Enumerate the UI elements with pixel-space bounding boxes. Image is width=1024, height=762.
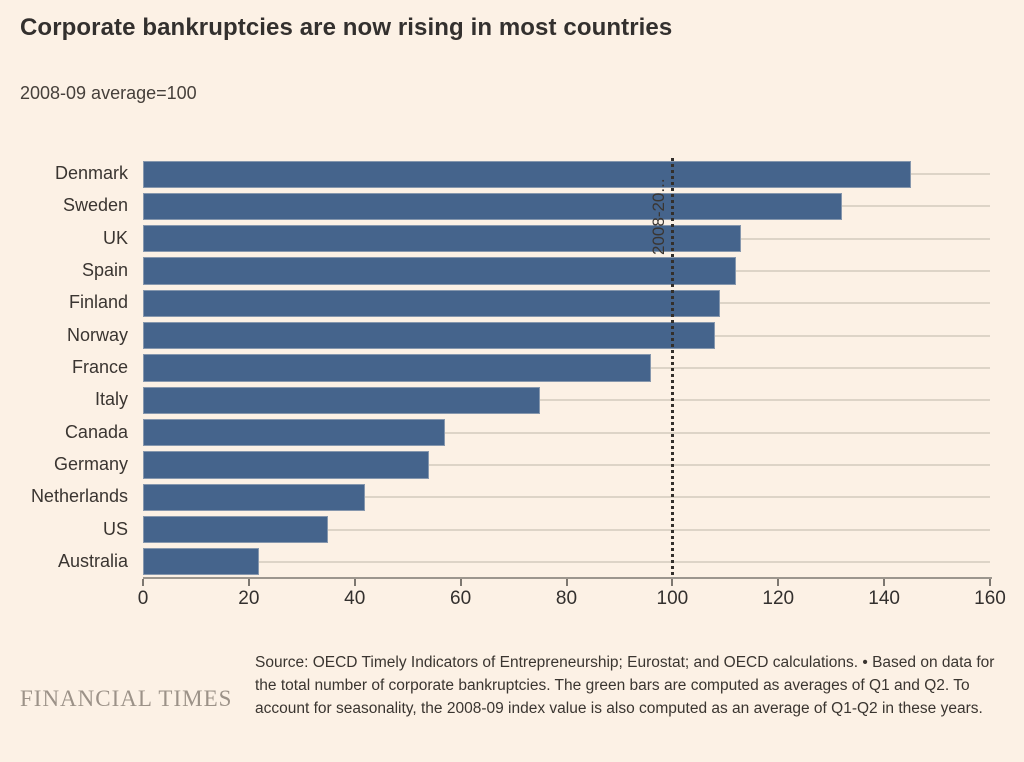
bar-australia bbox=[143, 548, 260, 576]
chart-subtitle: 2008-09 average=100 bbox=[20, 83, 197, 103]
row-gridline bbox=[143, 528, 990, 531]
bar-germany bbox=[143, 451, 429, 479]
row-gridline bbox=[143, 431, 990, 434]
y-label-sweden: Sweden bbox=[62, 195, 128, 216]
bar-italy bbox=[143, 386, 541, 414]
x-tick-label-20: 20 bbox=[238, 588, 260, 609]
x-tick-label-140: 140 bbox=[868, 588, 900, 609]
x-tick-label-160: 160 bbox=[974, 588, 1006, 609]
source-note: Source: OECD Timely Indicators of Entrep… bbox=[255, 654, 995, 717]
bar-canada bbox=[143, 418, 445, 447]
y-label-france: France bbox=[71, 357, 128, 377]
financial-times-logo: FINANCIAL TIMES bbox=[20, 686, 233, 711]
x-tick-label-0: 0 bbox=[137, 588, 149, 609]
bar-finland bbox=[143, 289, 721, 318]
bar-spain bbox=[143, 257, 736, 285]
y-label-spain: Spain bbox=[81, 260, 128, 281]
y-label-us: US bbox=[102, 518, 128, 539]
x-tick-40 bbox=[353, 579, 356, 586]
y-label-denmark: Denmark bbox=[54, 163, 128, 184]
bar-uk bbox=[143, 225, 742, 253]
y-label-canada: Canada bbox=[64, 421, 128, 442]
row-gridline bbox=[143, 463, 990, 466]
y-label-norway: Norway bbox=[66, 324, 128, 345]
y-label-italy: Italy bbox=[94, 389, 128, 410]
plot-area: 2008-20... bbox=[143, 158, 990, 578]
x-tick-140 bbox=[883, 579, 886, 586]
x-tick-100 bbox=[671, 579, 674, 586]
x-axis-line bbox=[143, 577, 992, 579]
y-label-netherlands: Netherlands bbox=[30, 486, 128, 507]
x-tick-80 bbox=[565, 579, 568, 586]
y-label-uk: UK bbox=[102, 227, 128, 248]
x-tick-20 bbox=[247, 579, 250, 586]
bar-netherlands bbox=[143, 483, 366, 511]
y-label-germany: Germany bbox=[53, 453, 128, 474]
x-tick-label-80: 80 bbox=[555, 588, 578, 609]
y-label-australia: Australia bbox=[57, 550, 128, 571]
reference-line-100 bbox=[670, 158, 674, 578]
x-tick-label-40: 40 bbox=[344, 588, 366, 609]
y-label-finland: Finland bbox=[68, 292, 128, 313]
x-tick-60 bbox=[459, 579, 462, 586]
row-gridline bbox=[143, 560, 990, 563]
bar-sweden bbox=[143, 192, 842, 221]
x-tick-160 bbox=[989, 579, 991, 586]
chart-title: Corporate bankruptcies are now rising in… bbox=[20, 14, 673, 41]
x-tick-120 bbox=[777, 579, 780, 586]
x-tick-label-120: 120 bbox=[762, 588, 795, 609]
x-tick-label-60: 60 bbox=[450, 588, 472, 609]
bar-denmark bbox=[143, 160, 911, 188]
bar-us bbox=[143, 515, 329, 544]
bar-france bbox=[143, 354, 652, 382]
bar-norway bbox=[143, 322, 715, 350]
row-gridline bbox=[143, 399, 990, 402]
x-tick-0 bbox=[142, 579, 144, 586]
reference-line-label: 2008-20... bbox=[649, 178, 668, 255]
row-gridline bbox=[143, 496, 990, 499]
x-tick-label-100: 100 bbox=[656, 588, 689, 609]
